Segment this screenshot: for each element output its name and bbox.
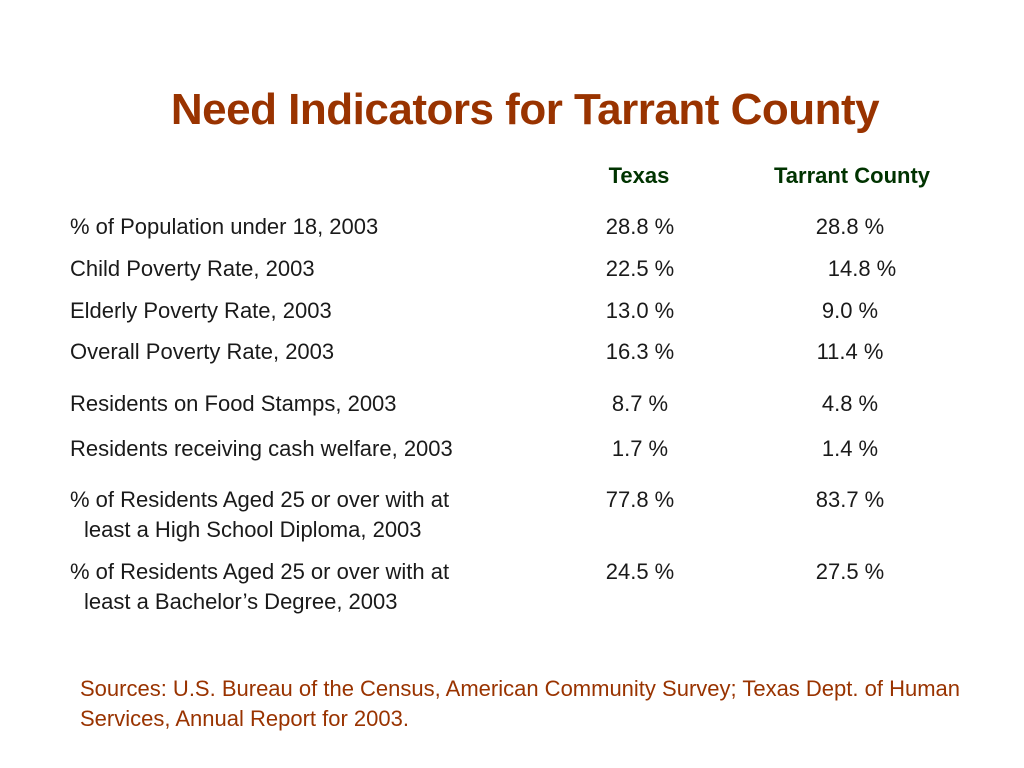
- tarrant-county-value: 14.8 %: [827, 256, 897, 281]
- texas-value: 1.7 %: [611, 436, 669, 461]
- tarrant-county-value: 1.4 %: [821, 436, 879, 461]
- row-label: Child Poverty Rate, 2003: [70, 256, 315, 281]
- column-header-texas: Texas: [608, 163, 670, 188]
- texas-value: 13.0 %: [605, 298, 675, 323]
- sources-note: Sources: U.S. Bureau of the Census, Amer…: [80, 676, 960, 731]
- tarrant-county-value: 28.8 %: [815, 214, 885, 239]
- row-label: % of Population under 18, 2003: [70, 214, 379, 239]
- texas-value: 28.8 %: [605, 214, 675, 239]
- row-label: Elderly Poverty Rate, 2003: [70, 298, 332, 323]
- texas-value: 16.3 %: [605, 339, 675, 364]
- row-label: Residents on Food Stamps, 2003: [70, 391, 397, 416]
- row-label-continuation: least a High School Diploma, 2003: [84, 517, 422, 542]
- row-label: Residents receiving cash welfare, 2003: [70, 436, 453, 461]
- texas-value: 77.8 %: [605, 487, 675, 512]
- texas-value: 22.5 %: [605, 256, 675, 281]
- row-label: % of Residents Aged 25 or over with at l…: [70, 557, 550, 617]
- texas-value: 8.7 %: [611, 391, 669, 416]
- page-title: Need Indicators for Tarrant County: [170, 85, 880, 134]
- row-label: Overall Poverty Rate, 2003: [70, 339, 335, 364]
- column-header-tarrant-county: Tarrant County: [773, 163, 931, 188]
- row-label-continuation: least a Bachelor’s Degree, 2003: [84, 589, 398, 614]
- texas-value: 24.5 %: [605, 559, 675, 584]
- tarrant-county-value: 83.7 %: [815, 487, 885, 512]
- row-label: % of Residents Aged 25 or over with at l…: [70, 485, 550, 545]
- tarrant-county-value: 11.4 %: [816, 339, 884, 364]
- tarrant-county-value: 9.0 %: [821, 298, 879, 323]
- tarrant-county-value: 4.8 %: [821, 391, 879, 416]
- tarrant-county-value: 27.5 %: [815, 559, 885, 584]
